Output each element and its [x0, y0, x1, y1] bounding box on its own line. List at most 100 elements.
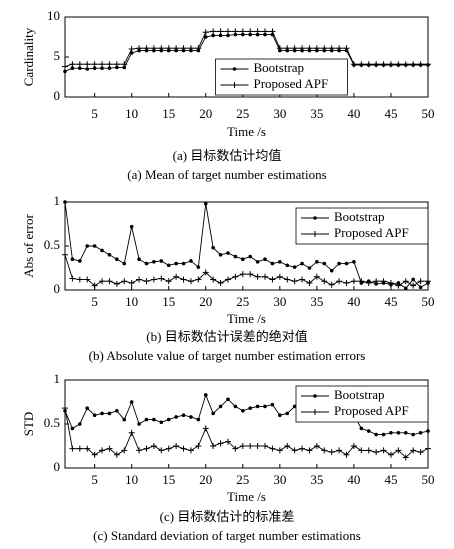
- data-point: [410, 282, 417, 289]
- data-point: [173, 443, 180, 449]
- data-point: [180, 45, 187, 52]
- x-tick-label: 20: [199, 106, 212, 121]
- x-tick-label: 45: [384, 294, 397, 309]
- data-point: [240, 409, 245, 413]
- data-point: [137, 257, 141, 262]
- caption-english: (c) Standard deviation of target number …: [93, 528, 361, 543]
- data-point: [70, 257, 75, 262]
- data-point: [336, 447, 343, 454]
- legend-marker: [312, 231, 318, 237]
- data-point: [395, 447, 402, 454]
- data-point: [226, 251, 230, 255]
- data-point: [292, 265, 297, 269]
- data-point: [381, 432, 386, 437]
- data-point: [300, 261, 304, 266]
- y-tick-label: 0.5: [44, 415, 60, 430]
- data-point: [173, 45, 180, 52]
- data-point: [365, 447, 372, 454]
- data-point: [240, 257, 245, 262]
- data-point: [159, 420, 164, 425]
- data-point: [187, 278, 194, 285]
- data-point: [410, 61, 417, 68]
- data-point: [373, 61, 380, 68]
- data-point: [211, 245, 215, 250]
- x-tick-label: 15: [162, 472, 175, 487]
- data-point: [196, 265, 201, 269]
- y-tick-label: 0: [54, 281, 61, 296]
- data-point: [224, 276, 231, 283]
- data-point: [358, 278, 365, 285]
- x-tick-label: 25: [236, 472, 249, 487]
- data-point: [380, 447, 387, 454]
- data-point: [233, 254, 238, 259]
- data-point: [387, 279, 394, 286]
- data-point: [218, 404, 223, 409]
- x-tick-label: 35: [310, 472, 323, 487]
- data-point: [203, 393, 208, 397]
- data-point: [226, 33, 230, 38]
- data-point: [299, 276, 306, 283]
- legend-marker: [231, 82, 238, 88]
- data-point: [165, 278, 172, 285]
- data-point: [247, 271, 254, 278]
- data-point: [166, 417, 171, 422]
- data-point: [350, 443, 357, 449]
- x-tick-label: 5: [91, 472, 98, 487]
- data-point: [78, 66, 82, 70]
- data-point: [233, 32, 238, 37]
- data-point: [239, 271, 246, 278]
- data-point: [322, 261, 327, 266]
- data-point: [62, 405, 68, 412]
- data-point: [365, 61, 372, 68]
- data-point: [196, 417, 201, 422]
- x-tick-label: 30: [273, 472, 286, 487]
- data-point: [159, 259, 164, 263]
- data-point: [270, 261, 275, 266]
- data-point: [99, 278, 106, 285]
- data-point: [150, 276, 157, 283]
- data-point: [187, 45, 194, 52]
- data-point: [128, 279, 135, 286]
- data-point: [85, 244, 90, 248]
- data-point: [395, 61, 402, 68]
- x-tick-label: 30: [273, 106, 286, 121]
- data-point: [63, 69, 67, 74]
- data-point: [84, 445, 91, 452]
- y-tick-label: 0: [54, 88, 61, 103]
- data-point: [181, 261, 186, 266]
- legend-marker: [312, 409, 318, 415]
- data-point: [425, 61, 431, 68]
- data-point: [107, 411, 112, 416]
- data-point: [113, 280, 120, 287]
- data-point: [91, 61, 98, 68]
- data-point: [278, 413, 282, 418]
- x-tick-label: 10: [125, 106, 138, 121]
- x-tick-label: 5: [91, 106, 98, 121]
- data-point: [202, 269, 209, 276]
- data-point: [203, 35, 208, 39]
- data-point: [248, 254, 253, 259]
- data-point: [99, 61, 106, 68]
- data-point: [210, 443, 217, 449]
- data-point: [285, 411, 290, 416]
- data-point: [195, 276, 202, 283]
- data-point: [402, 454, 409, 461]
- data-point: [84, 276, 91, 283]
- data-point: [76, 445, 83, 452]
- data-point: [255, 404, 260, 409]
- data-point: [270, 402, 275, 407]
- data-point: [92, 413, 97, 418]
- data-point: [85, 406, 90, 410]
- data-point: [121, 447, 128, 454]
- data-point: [247, 443, 254, 449]
- data-point: [106, 61, 113, 68]
- data-point: [232, 273, 239, 280]
- x-tick-label: 15: [162, 106, 175, 121]
- data-point: [76, 276, 83, 283]
- data-point: [248, 32, 253, 37]
- x-axis-label: Time /s: [227, 311, 266, 326]
- data-point: [136, 447, 143, 454]
- data-point: [122, 261, 127, 266]
- data-point: [137, 422, 141, 426]
- data-point: [380, 61, 387, 68]
